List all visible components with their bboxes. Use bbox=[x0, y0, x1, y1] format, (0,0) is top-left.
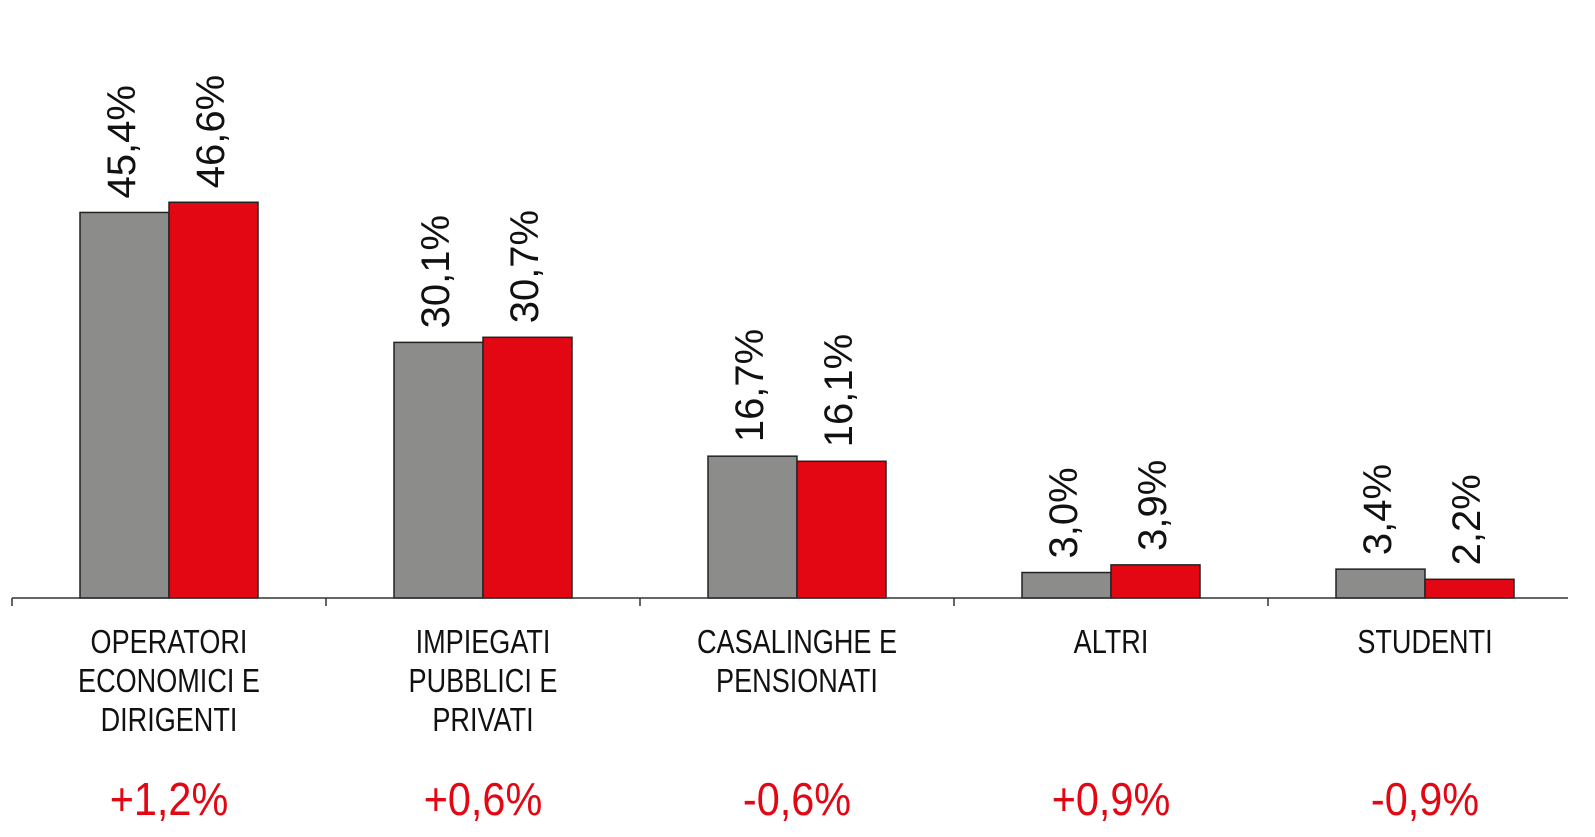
bar bbox=[1424, 578, 1515, 599]
bar bbox=[482, 336, 573, 599]
value-label: 3,0% bbox=[1042, 467, 1086, 558]
value-label: 45,4% bbox=[100, 85, 144, 198]
bar bbox=[1110, 564, 1201, 599]
x-tick-label: ALTRI bbox=[1073, 623, 1149, 660]
value-label: 3,9% bbox=[1131, 460, 1175, 551]
bar bbox=[168, 201, 259, 599]
bar bbox=[1021, 571, 1112, 599]
difference-label: -0,6% bbox=[742, 773, 852, 825]
value-label: 30,1% bbox=[414, 215, 458, 328]
value-label: 16,1% bbox=[817, 334, 861, 447]
x-tick-label: OPERATORI ECONOMICI E DIRIGENTI bbox=[78, 623, 260, 738]
x-tick-label: CASALINGHE E PENSIONATI bbox=[696, 623, 898, 699]
x-tick-label: STUDENTI bbox=[1357, 623, 1493, 660]
value-label: 46,6% bbox=[189, 75, 233, 188]
bar bbox=[393, 341, 484, 599]
value-label: 2,2% bbox=[1445, 474, 1489, 565]
value-label: 30,7% bbox=[503, 210, 547, 323]
value-label: 3,4% bbox=[1356, 464, 1400, 555]
bar bbox=[1335, 568, 1426, 599]
value-label: 16,7% bbox=[728, 329, 772, 442]
bar bbox=[796, 460, 887, 599]
difference-label: +0,6% bbox=[423, 773, 543, 825]
difference-label: -0,9% bbox=[1370, 773, 1480, 825]
difference-label: +0,9% bbox=[1051, 773, 1171, 825]
difference-label: +1,2% bbox=[109, 773, 229, 825]
bar bbox=[707, 455, 798, 599]
x-tick-label: IMPIEGATI PUBBLICI E PRIVATI bbox=[408, 623, 558, 738]
bar bbox=[79, 211, 170, 599]
